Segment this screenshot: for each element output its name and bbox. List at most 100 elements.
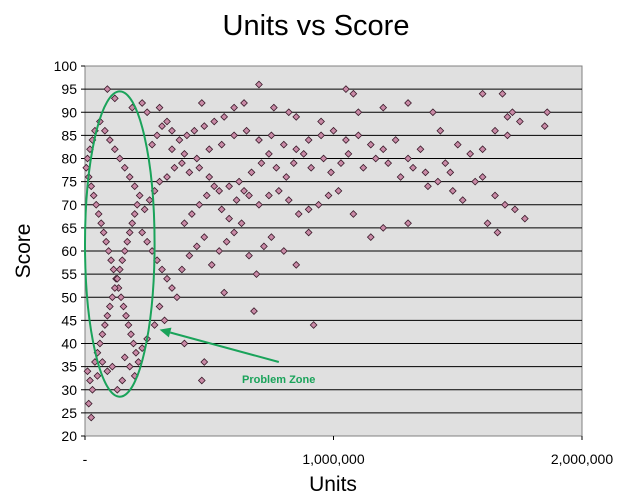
data-point (110, 94, 119, 103)
data-point (120, 353, 129, 362)
data-point (409, 163, 417, 172)
data-points (82, 80, 552, 422)
data-point (255, 136, 263, 144)
data-point (220, 288, 229, 297)
data-point (265, 150, 273, 158)
data-point (279, 140, 288, 149)
data-point (317, 131, 325, 140)
data-point (163, 274, 171, 283)
data-point (127, 330, 135, 339)
data-point (235, 177, 243, 186)
data-point (391, 136, 400, 144)
y-tick-label: 60 (61, 243, 77, 259)
data-point (520, 214, 529, 223)
y-tick-label: 70 (61, 197, 77, 213)
data-point (88, 385, 97, 394)
data-point (132, 348, 140, 357)
y-tick-label: 20 (61, 428, 77, 444)
data-point (396, 173, 405, 181)
y-axis-label: Score (12, 224, 35, 279)
data-point (354, 108, 363, 117)
data-point (200, 358, 209, 366)
data-point (103, 367, 112, 376)
data-point (434, 177, 442, 186)
data-point (540, 122, 549, 130)
data-point (215, 247, 224, 255)
data-point (237, 219, 246, 228)
data-point (178, 159, 186, 167)
data-point (491, 191, 499, 200)
data-point (327, 168, 335, 177)
data-point (230, 103, 238, 112)
x-axis-ticks: - 1,000,000 2,000,000 (83, 436, 613, 467)
data-point (101, 126, 109, 135)
data-point (424, 182, 432, 191)
data-point (125, 228, 134, 237)
data-point (118, 376, 127, 385)
data-point (108, 293, 117, 302)
data-point (197, 376, 206, 385)
data-point (441, 159, 450, 167)
data-point (366, 140, 375, 149)
data-point (158, 265, 166, 274)
data-point (145, 196, 154, 204)
data-point (175, 136, 184, 144)
data-point (344, 150, 353, 158)
data-point (491, 126, 499, 135)
data-point (267, 131, 276, 140)
data-point (217, 140, 226, 149)
data-point (185, 168, 194, 177)
data-point (109, 265, 118, 274)
problem-zone-ellipse (84, 90, 156, 398)
data-point (190, 126, 199, 135)
data-point (173, 293, 181, 302)
data-point (446, 168, 455, 177)
data-point (82, 163, 91, 172)
data-point (115, 154, 124, 163)
data-point (97, 219, 106, 228)
data-point (133, 200, 142, 209)
data-point (250, 307, 258, 315)
data-point (240, 187, 248, 195)
data-point (87, 182, 96, 191)
data-point (458, 196, 467, 204)
data-point (384, 159, 393, 167)
data-point (138, 344, 147, 352)
y-tick-label: 100 (54, 58, 78, 74)
data-point (89, 191, 98, 200)
y-tick-label: 80 (61, 151, 77, 167)
data-point (314, 200, 323, 209)
data-point (309, 321, 318, 329)
data-point (96, 339, 104, 348)
data-point (110, 284, 119, 292)
data-point (98, 358, 107, 366)
data-point (128, 219, 137, 228)
data-point (205, 173, 214, 181)
data-point (94, 210, 103, 218)
data-point (329, 126, 338, 135)
data-point (202, 191, 211, 200)
data-point (160, 316, 169, 325)
data-point (269, 103, 278, 112)
data-point (124, 321, 133, 329)
data-point (279, 247, 288, 255)
data-point (292, 261, 301, 269)
data-point (150, 321, 159, 329)
data-point (102, 237, 110, 246)
data-point (87, 413, 96, 422)
data-point (349, 210, 358, 218)
data-point (134, 358, 143, 366)
x-axis-label: Units (309, 473, 357, 496)
data-point (247, 168, 256, 177)
data-point (125, 173, 134, 181)
y-tick-label: 90 (61, 104, 77, 120)
data-point (245, 251, 253, 260)
data-point (183, 131, 191, 140)
data-point (292, 113, 301, 121)
data-point (543, 108, 552, 117)
data-point (404, 99, 412, 107)
data-point (466, 150, 475, 158)
x-tick-label: 1,000,000 (302, 451, 364, 467)
data-point (337, 159, 345, 167)
data-point (101, 321, 109, 329)
